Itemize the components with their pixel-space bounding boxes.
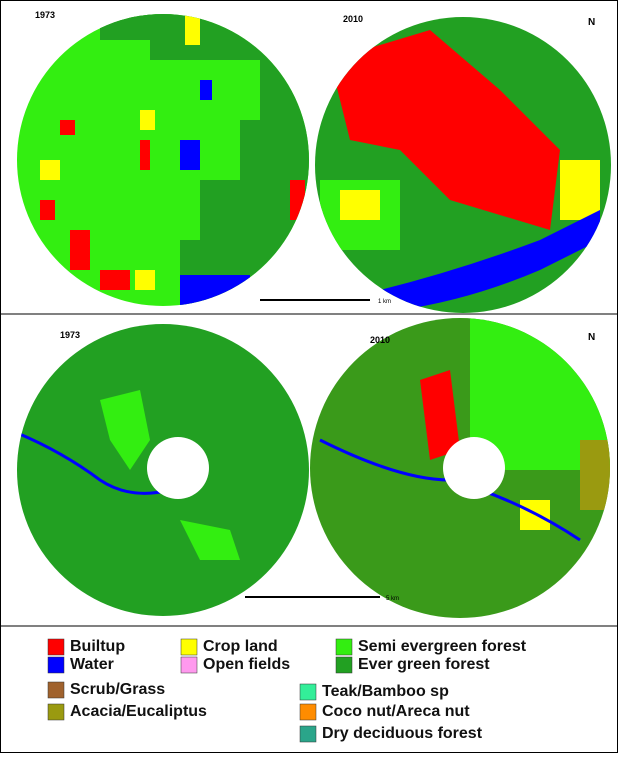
legend-swatch <box>300 684 316 700</box>
scale-label: 1 km <box>378 299 391 305</box>
north-arrow: N <box>588 17 595 28</box>
legend-label: Coco nut/Areca nut <box>322 703 470 720</box>
legend-swatch <box>300 704 316 720</box>
legend-swatch <box>48 639 64 655</box>
hole <box>443 437 505 499</box>
legend-swatch <box>48 682 64 698</box>
legend-label: Crop land <box>203 638 278 655</box>
year-label: 2010 <box>343 14 363 24</box>
legend-swatch <box>48 704 64 720</box>
legend-swatch <box>336 639 352 655</box>
figure: 1973 2010 1 km N 1973 2010 5 km N Builtup Crop l… <box>0 0 618 753</box>
legend-swatch <box>181 639 197 655</box>
legend-label: Semi evergreen forest <box>358 638 527 655</box>
legend-label: Open fields <box>203 656 290 673</box>
legend-label: Acacia/Eucaliptus <box>70 703 207 720</box>
hole <box>147 437 209 499</box>
legend-swatch <box>48 657 64 673</box>
north-arrow: N <box>588 332 595 343</box>
scale-label: 5 km <box>386 596 399 602</box>
legend-label: Teak/Bamboo sp <box>322 683 449 700</box>
year-label: 1973 <box>35 10 55 20</box>
legend-label: Builtup <box>70 638 125 655</box>
year-label: 2010 <box>370 335 390 345</box>
year-label: 1973 <box>60 330 80 340</box>
legend-label: Scrub/Grass <box>70 681 165 698</box>
legend-swatch <box>300 726 316 742</box>
legend-label: Ever green forest <box>358 656 490 673</box>
legend-label: Water <box>70 656 114 673</box>
legend-label: Dry deciduous forest <box>322 725 483 742</box>
legend-swatch <box>336 657 352 673</box>
legend-swatch <box>181 657 197 673</box>
